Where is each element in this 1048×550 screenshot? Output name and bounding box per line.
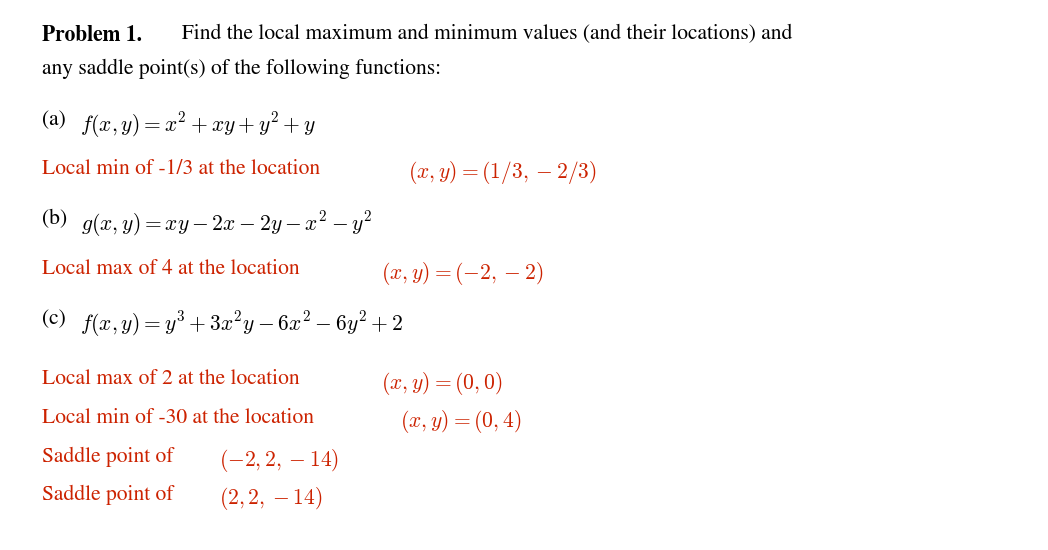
Text: Local max of 4 at the location: Local max of 4 at the location bbox=[42, 260, 305, 279]
Text: $(x, y) = (-2, -2)$: $(x, y) = (-2, -2)$ bbox=[381, 260, 544, 287]
Text: (c): (c) bbox=[42, 310, 71, 329]
Text: Local min of -1/3 at the location: Local min of -1/3 at the location bbox=[42, 160, 326, 179]
Text: any saddle point(s) of the following functions:: any saddle point(s) of the following fun… bbox=[42, 59, 441, 79]
Text: $(x, y) = (1/3, -2/3)$: $(x, y) = (1/3, -2/3)$ bbox=[408, 160, 596, 186]
Text: $(x, y) = (0, 4)$: $(x, y) = (0, 4)$ bbox=[400, 408, 521, 435]
Text: $(2, 2, -14)$: $(2, 2, -14)$ bbox=[219, 485, 322, 512]
Text: (b): (b) bbox=[42, 209, 72, 229]
Text: Local max of 2 at the location: Local max of 2 at the location bbox=[42, 370, 305, 389]
Text: Local min of -30 at the location: Local min of -30 at the location bbox=[42, 408, 320, 428]
Text: Problem 1.: Problem 1. bbox=[42, 25, 141, 46]
Text: $(-2, 2, -14)$: $(-2, 2, -14)$ bbox=[219, 447, 339, 474]
Text: $f(x, y) = y^3 + 3x^2y - 6x^2 - 6y^2 + 2$: $f(x, y) = y^3 + 3x^2y - 6x^2 - 6y^2 + 2… bbox=[80, 310, 402, 339]
Text: Find the local maximum and minimum values (and their locations) and: Find the local maximum and minimum value… bbox=[171, 25, 792, 45]
Text: $(x, y) = (0, 0)$: $(x, y) = (0, 0)$ bbox=[381, 370, 503, 397]
Text: Saddle point of: Saddle point of bbox=[42, 485, 179, 505]
Text: Saddle point of: Saddle point of bbox=[42, 447, 179, 467]
Text: $g(x, y) = xy - 2x - 2y - x^2 - y^2$: $g(x, y) = xy - 2x - 2y - x^2 - y^2$ bbox=[82, 209, 373, 239]
Text: (a): (a) bbox=[42, 110, 71, 130]
Text: $f(x, y) = x^2 + xy + y^2 + y$: $f(x, y) = x^2 + xy + y^2 + y$ bbox=[80, 110, 315, 140]
